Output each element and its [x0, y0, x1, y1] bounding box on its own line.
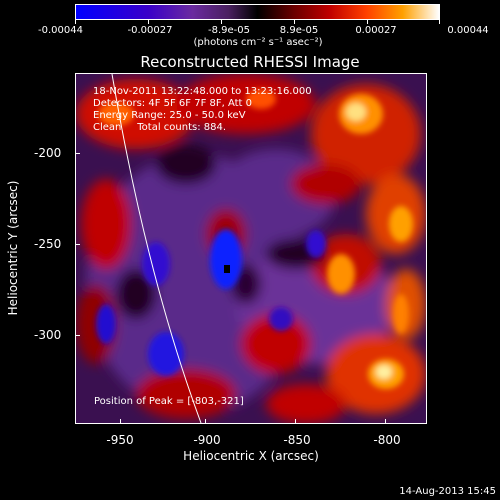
x-axis-label: Heliocentric X (arcsec): [183, 449, 319, 463]
peak-marker: [224, 265, 230, 273]
colorbar-label: -8.9e-05: [208, 25, 250, 36]
plot-title: Reconstructed RHESSI Image: [140, 53, 360, 71]
solar-limb-line: [111, 74, 202, 423]
y-tick-mark: [75, 244, 80, 245]
x-tick-label: -800: [373, 433, 401, 447]
y-tick-label: -200: [34, 146, 62, 160]
x-tick-mark: [385, 419, 386, 424]
peak-position-text: Position of Peak = [-803,-321]: [94, 396, 244, 407]
y-tick-mark: [75, 335, 80, 336]
time-range-text: 18-Nov-2011 13:22:48.000 to 13:23:16.000: [93, 86, 312, 97]
colorbar-label: -0.00044: [38, 25, 83, 36]
colorbar-tick: [148, 20, 149, 24]
colorbar: [75, 4, 440, 20]
colorbar-units: (photons cm⁻² s⁻¹ asec⁻²): [193, 37, 323, 48]
x-tick-mark: [120, 419, 121, 424]
x-tick-mark: [295, 419, 296, 424]
timestamp: 14-Aug-2013 15:45: [399, 486, 496, 497]
colorbar-tick: [294, 20, 295, 24]
colorbar-tick: [75, 20, 76, 24]
x-tick-mark: [205, 419, 206, 424]
colorbar-tick: [439, 20, 440, 24]
y-tick-label: -300: [34, 328, 62, 342]
y-tick-label: -250: [34, 237, 62, 251]
x-tick-label: -900: [193, 433, 221, 447]
colorbar-tick: [221, 20, 222, 24]
x-tick-label: -950: [106, 433, 134, 447]
clean-counts-text: Clean Total counts: 884.: [93, 122, 227, 133]
colorbar-label: 0.00027: [355, 25, 397, 36]
detectors-text: Detectors: 4F 5F 6F 7F 8F, Att 0: [93, 98, 253, 109]
reconstructed-image: [76, 74, 426, 423]
x-tick-label: -850: [283, 433, 311, 447]
y-tick-mark: [75, 153, 80, 154]
colorbar-tick: [367, 20, 368, 24]
energy-range-text: Energy Range: 25.0 - 50.0 keV: [93, 110, 246, 121]
colorbar-label: -0.00027: [127, 25, 173, 36]
colorbar-label: 0.00044: [447, 25, 489, 36]
y-axis-label: Heliocentric Y (arcsec): [6, 180, 20, 316]
colorbar-label: 8.9e-05: [279, 25, 319, 36]
image-plot: [75, 73, 427, 424]
